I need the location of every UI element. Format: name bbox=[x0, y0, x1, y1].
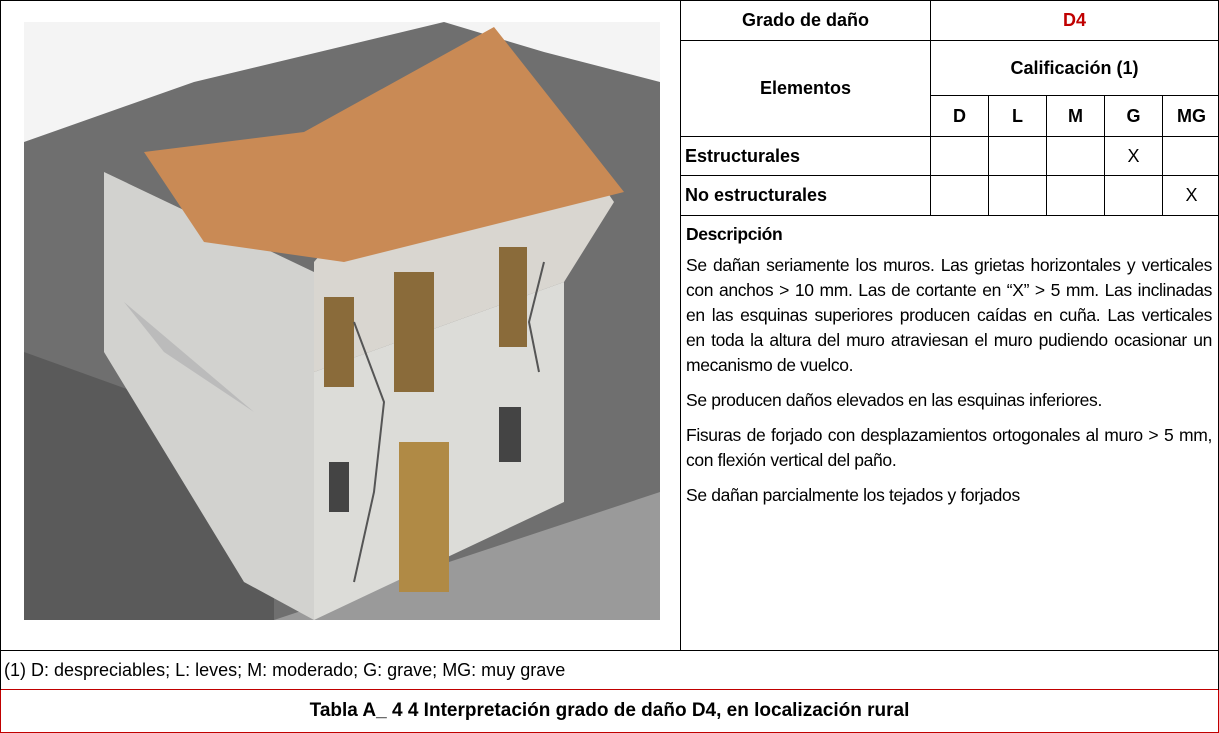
border bbox=[0, 0, 1219, 1]
border bbox=[680, 215, 1219, 216]
column-header: M bbox=[1068, 105, 1083, 126]
column-header: D bbox=[953, 105, 966, 126]
border bbox=[680, 136, 1219, 137]
description-paragraph: Se dañan parcialmente los tejados y forj… bbox=[686, 485, 1020, 505]
column-header: L bbox=[1012, 105, 1023, 126]
label: Calificación (1) bbox=[1010, 57, 1139, 78]
illustration bbox=[24, 22, 660, 620]
column-header: G bbox=[1126, 105, 1141, 126]
description-paragraph: Se dañan seriamente los muros. Las griet… bbox=[686, 255, 1212, 375]
description-paragraph: Fisuras de forjado con desplazamientos o… bbox=[686, 425, 1212, 470]
border bbox=[1104, 95, 1105, 215]
border bbox=[0, 0, 1, 690]
description-paragraph: Se producen daños elevados en las esquin… bbox=[686, 390, 1102, 410]
description: Descripción Se dañan seriamente los muro… bbox=[686, 222, 1212, 518]
border bbox=[988, 95, 989, 215]
border bbox=[680, 175, 1219, 176]
damage-grade: D4 bbox=[1062, 10, 1086, 30]
border bbox=[930, 0, 931, 215]
border bbox=[1046, 95, 1047, 215]
caption: Tabla A_ 4 4 Interpretación grado de dañ… bbox=[0, 690, 1219, 733]
rating-mark: X bbox=[1127, 145, 1140, 166]
border bbox=[680, 40, 1219, 41]
rating-mark: X bbox=[1185, 184, 1198, 205]
row-label: No estructurales bbox=[685, 184, 828, 205]
border bbox=[0, 650, 1219, 651]
label: Elementos bbox=[759, 78, 852, 98]
border bbox=[680, 0, 681, 650]
label: Grado de daño bbox=[741, 10, 869, 30]
footnote: (1) D: despreciables; L: leves; M: moder… bbox=[1, 651, 1218, 690]
border bbox=[930, 95, 1219, 96]
border bbox=[1162, 95, 1163, 215]
description-title: Descripción bbox=[686, 224, 783, 244]
row-label: Estructurales bbox=[685, 145, 801, 166]
column-header: MG bbox=[1177, 105, 1206, 126]
